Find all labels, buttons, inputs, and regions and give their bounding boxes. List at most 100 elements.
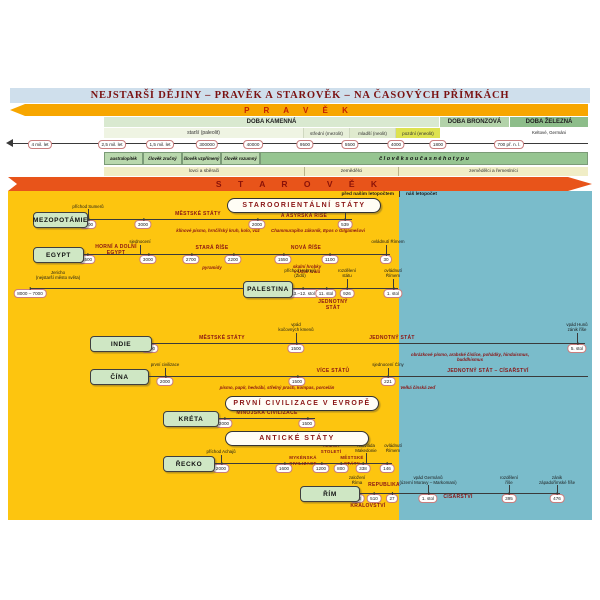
recko-label-box: ŘECKO	[163, 456, 215, 472]
egypt-date-pill: 2700	[182, 253, 200, 264]
jericho-annotation: Jericho (nejstarší město světa)	[35, 270, 81, 281]
recko-mycenaean-label: MYKÉNSKÁ CIVILIZACE	[289, 455, 317, 466]
rim-division-annotation: rozdělení říše	[499, 475, 519, 486]
cina-label: ČÍNA	[110, 373, 129, 381]
timeline-pill: 4 mil. let	[27, 140, 53, 149]
mezopotamie-date-pill: 2000	[248, 218, 266, 229]
cina-date-pill: 1500	[288, 375, 306, 386]
age-bronze-label: DOBA BRONZOVÁ	[447, 119, 502, 125]
timeline-pill: 700 př. n. l.	[494, 140, 524, 149]
rim-label-box: ŘÍM	[300, 486, 360, 502]
mezopotamie-end-tick	[345, 209, 346, 219]
rim-date-pill: 395	[501, 492, 517, 503]
occupation-hunters: lovci a sběrači	[104, 167, 304, 176]
kreta-minoan-label: MINOJSKÁ CIVILIZACE	[236, 410, 298, 416]
subperiod-neolithic: mladší (neolit)	[350, 128, 396, 138]
indie-end-annotation: vpád Hunů zánik říše	[566, 322, 588, 333]
subperiod-paleolithic-label: starší (paleolit)	[187, 130, 220, 136]
indie-label-box: INDIE	[90, 336, 152, 352]
rim-republic-label: REPUBLIKA	[368, 482, 400, 488]
era-ad-label: náš letopočet	[406, 192, 437, 197]
subperiod-paleolithic: starší (paleolit)	[104, 128, 304, 138]
indie-date-pill: 1500	[287, 342, 305, 353]
hominid-modern: č l o v ě k s o u č a s n é h o t y p u	[260, 152, 588, 165]
mezopotamie-date-pill: 3000	[134, 218, 152, 229]
rim-germans-annotation: vpád Germánů (území Moravy – Markomani)	[399, 475, 457, 486]
egypt-tombs-note: skalní hrobky v Údolí králů	[292, 264, 322, 274]
cina-first-civ-annotation: první civilizace	[150, 362, 180, 367]
kreta-timeline-line	[215, 418, 315, 419]
rim-empire-label: CÍSAŘSTVÍ	[443, 494, 473, 500]
poster-title: NEJSTARŠÍ DĚJINY – PRAVĚK A STAROVĚK – N…	[90, 90, 510, 101]
occupation-craftsmen: zemědělci a řemeslníci	[398, 167, 588, 176]
rim-division-tick	[509, 485, 510, 493]
mezopotamie-date-pill: 539	[337, 218, 353, 229]
mezopotamie-arrival-tick	[88, 209, 89, 219]
egypt-upper-lower-label: HORNÍ A DOLNÍ EGYPT	[95, 244, 137, 256]
occupation-farmers: zemědělci	[304, 167, 398, 176]
palestina-timeline-line	[30, 288, 398, 289]
prehistory-arrow-label: P R A V Ě K	[244, 105, 354, 115]
egypt-label-box: EGYPT	[33, 247, 84, 263]
indie-inventions: obrázkové písmo, arabské číslice, pohádk…	[410, 352, 530, 362]
mezopotamie-label: MEZOPOTÁMIE	[33, 216, 88, 224]
timeline-pill: 1,5 mil. let	[146, 140, 174, 149]
header-old-oriental-states: STAROORIENTÁLNÍ STÁTY	[227, 198, 381, 213]
jericho-date-pill: 8000 – 7000	[13, 287, 47, 298]
rim-timeline-line	[352, 493, 560, 494]
recko-macedonia-tick	[366, 453, 367, 463]
rim-date-pill: 27	[385, 492, 399, 503]
timeline-pill: 2,5 mil. let	[98, 140, 126, 149]
egypt-date-pill: 3000	[139, 253, 157, 264]
mezopotamie-city-states-label: MĚSTSKÉ STÁTY	[175, 211, 221, 217]
mezopotamie-inventions: klínové písmo, hrnčířský kruh, kolo, vůz	[176, 228, 260, 233]
rim-date-pill: 510	[366, 492, 382, 503]
recko-timeline-line	[211, 463, 392, 464]
subperiod-mesolithic: střední (mezolit)	[304, 128, 350, 138]
header-old-oriental-states-label: STAROORIENTÁLNÍ STÁTY	[242, 202, 366, 209]
era-divider-tick	[399, 191, 400, 197]
timeline-pill: 1800	[429, 140, 447, 149]
peoples-note: Keltové, Germáni	[532, 130, 566, 135]
palestina-unified-state-label: JEDNOTNÝ STÁT	[318, 299, 348, 311]
cina-unification-annotation: sjednocení Číny	[372, 362, 404, 367]
indie-invasion-annotation: vpád kočovných kmenů	[278, 322, 314, 333]
palestina-end-tick	[393, 279, 394, 288]
rim-fall-annotation: zánik západořímské říše	[538, 475, 576, 486]
palestina-split-tick	[347, 279, 348, 288]
recko-date-pill: 338	[355, 462, 371, 473]
cina-timeline-line	[145, 376, 588, 377]
age-bronze: DOBA BRONZOVÁ	[440, 117, 510, 127]
subperiod-eneolithic: pozdní (eneolit)	[396, 128, 440, 138]
palestina-date-pill: 926	[339, 287, 355, 298]
egypt-date-pill: 2200	[224, 253, 242, 264]
timeline-pill: 4000	[387, 140, 405, 149]
egypt-unification-annotation: sjednocení	[129, 239, 151, 244]
egypt-end-tick	[386, 245, 387, 254]
timeline-pill: 5500	[341, 140, 359, 149]
header-first-europe: PRVNÍ CIVILIZACE V EVROPĚ	[225, 396, 379, 411]
subperiod-eneolithic-label: pozdní (eneolit)	[402, 130, 434, 136]
kreta-label-box: KRÉTA	[163, 411, 219, 427]
indie-unified-state-label: JEDNOTNÝ STÁT	[369, 335, 415, 341]
palestina-end-annotation: ovládnutí Římem	[384, 268, 402, 279]
indie-invasion-tick	[296, 333, 297, 343]
era-bc-label: před naším letopočtem	[341, 192, 394, 197]
recko-date-pill: 146	[379, 462, 395, 473]
recko-macedonia-annotation: nadvláda Makedonie	[355, 443, 377, 454]
egypt-end-annotation: ovládnutí Římem	[371, 239, 405, 244]
timeline-left-arrow-icon	[6, 139, 13, 147]
recko-label: ŘECKO	[175, 460, 203, 468]
age-iron: DOBA ŽELEZNÁ	[510, 117, 588, 127]
rim-kingdom-label: KRÁLOVSTVÍ	[350, 503, 386, 509]
cina-empire-label: JEDNOTNÝ STÁT – CÍSAŘSTVÍ	[447, 368, 529, 374]
title-band: NEJSTARŠÍ DĚJINY – PRAVĚK A STAROVĚK – N…	[10, 88, 590, 103]
kreta-label: KRÉTA	[178, 415, 204, 423]
kreta-date-pill: 1500	[298, 417, 316, 428]
subperiod-neolithic-label: mladší (neolit)	[358, 130, 387, 136]
mezopotamie-label-box: MEZOPOTÁMIE	[33, 212, 88, 228]
egypt-date-pill: 30	[379, 253, 393, 264]
header-antique-states-label: ANTICKÉ STÁTY	[259, 435, 335, 442]
indie-end-tick	[577, 333, 578, 343]
